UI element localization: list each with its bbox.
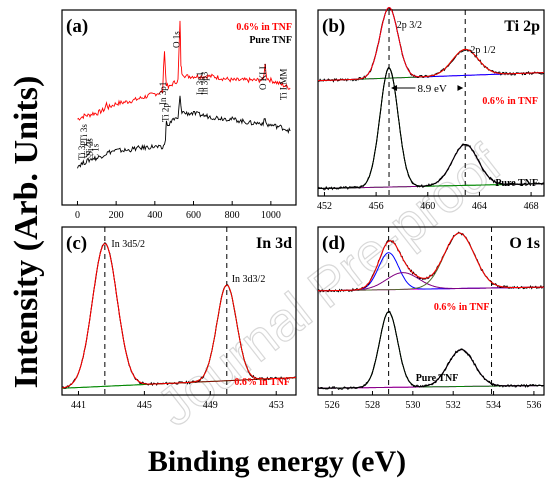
- x-tick-label: 200: [109, 210, 124, 221]
- x-tick-label: 600: [186, 210, 201, 221]
- x-tick-label: 441: [71, 400, 86, 411]
- x-tick-label: 445: [137, 400, 152, 411]
- x-tick-label: 468: [524, 201, 539, 212]
- x-axis-label: Binding energy (eV): [147, 445, 407, 478]
- panel-c: 441 445 449 453 (c) In 3d In 3d5/2 In 3d3/2 0.6%…: [61, 226, 297, 411]
- arrow-head: [391, 85, 398, 91]
- series-line: [77, 95, 291, 169]
- fit-envelope: [318, 232, 544, 292]
- panel-frame: [61, 226, 297, 396]
- legend-entry: 0.6% in TNF: [434, 302, 490, 313]
- panel-a: 0 200 400 600 800 1000 (a) 0.6% in TNF Pure TNF T…: [61, 9, 297, 221]
- peak-label: In 3p1: [195, 72, 205, 95]
- series-line: [77, 20, 291, 121]
- peak-label: O KLL: [258, 64, 268, 90]
- x-tick-label: 460: [420, 201, 435, 212]
- panel-b: 452 456 460 464 468 (b) Ti 2p 2p 3/2 2p 1/2 8.9 e…: [317, 6, 545, 212]
- peak-label: Ti LMM: [278, 69, 288, 100]
- x-tick-label: 453: [269, 400, 284, 411]
- panel-label: (d): [322, 233, 345, 254]
- legend-entry: Pure TNF: [495, 178, 538, 189]
- peak-label: O 1s: [172, 31, 182, 48]
- panel-label: (c): [66, 233, 87, 254]
- peak-annotation: In 3d3/2: [232, 274, 266, 285]
- x-tick-label: 526: [325, 400, 340, 411]
- peak-annotation: 2p 1/2: [470, 45, 495, 56]
- x-tick-label: 449: [203, 400, 218, 411]
- label-bg: [415, 80, 458, 94]
- peak-label: Si 2p: [83, 139, 93, 158]
- x-tick-label: 400: [147, 210, 162, 221]
- panel-frame: [317, 226, 545, 396]
- fit-envelope: [317, 6, 545, 82]
- peak-label: In 3p1: [158, 82, 168, 105]
- peak-label: In 3p3: [199, 71, 209, 95]
- peak-annotation: 2p 3/2: [397, 20, 422, 31]
- watermark-text: Journal Pre-proof: [146, 133, 512, 438]
- fit-envelope: [61, 243, 297, 389]
- panel-title: Ti 2p: [504, 18, 540, 35]
- x-tick-label: 534: [486, 400, 501, 411]
- panel-frame: [61, 9, 297, 206]
- peak-label: C 1s: [91, 143, 101, 160]
- panel-label: (a): [66, 16, 88, 37]
- peak-label: Ti 3p: [77, 141, 87, 160]
- x-tick-label: 530: [405, 400, 420, 411]
- legend-entry: 0.6% in TNF: [236, 22, 292, 33]
- panel-title: In 3d: [256, 235, 292, 252]
- x-tick-label: 0: [75, 210, 80, 221]
- x-tick-label: 456: [369, 201, 384, 212]
- legend-entry: Pure TNF: [249, 35, 292, 46]
- x-tick-label: 452: [317, 201, 332, 212]
- legend-entry: Pure TNF: [416, 373, 459, 384]
- panel-d: 526 528 530 532 534 536 (d) O 1s 0.6% in TNF Pure…: [317, 226, 545, 411]
- splitting-label: 8.9 eV: [417, 83, 446, 95]
- panel-title: O 1s: [509, 235, 540, 252]
- x-tick-label: 528: [365, 400, 380, 411]
- legend-entry: 0.6% in TNF: [234, 377, 290, 388]
- peak-annotation: In 3d5/2: [111, 239, 145, 250]
- arrow-head: [457, 85, 464, 91]
- fit-envelope: [318, 311, 544, 389]
- fit-envelope: [317, 67, 544, 190]
- x-tick-label: 464: [472, 201, 487, 212]
- watermark: Journal Pre-proof: [145, 133, 513, 439]
- panel-label: (b): [322, 16, 345, 37]
- peak-label: Ti 3s: [79, 124, 89, 142]
- legend-entry: 0.6% in TNF: [482, 96, 538, 107]
- y-axis-label: Intensity (Arb. Units): [8, 75, 45, 389]
- x-tick-label: 800: [225, 210, 240, 221]
- panel-frame: [317, 9, 545, 197]
- x-tick-label: 1000: [261, 210, 281, 221]
- x-tick-label: 532: [446, 400, 461, 411]
- peak-label: Ti 2p: [160, 103, 170, 122]
- x-tick-label: 536: [526, 400, 541, 411]
- peak-label: Si 2s: [85, 138, 95, 156]
